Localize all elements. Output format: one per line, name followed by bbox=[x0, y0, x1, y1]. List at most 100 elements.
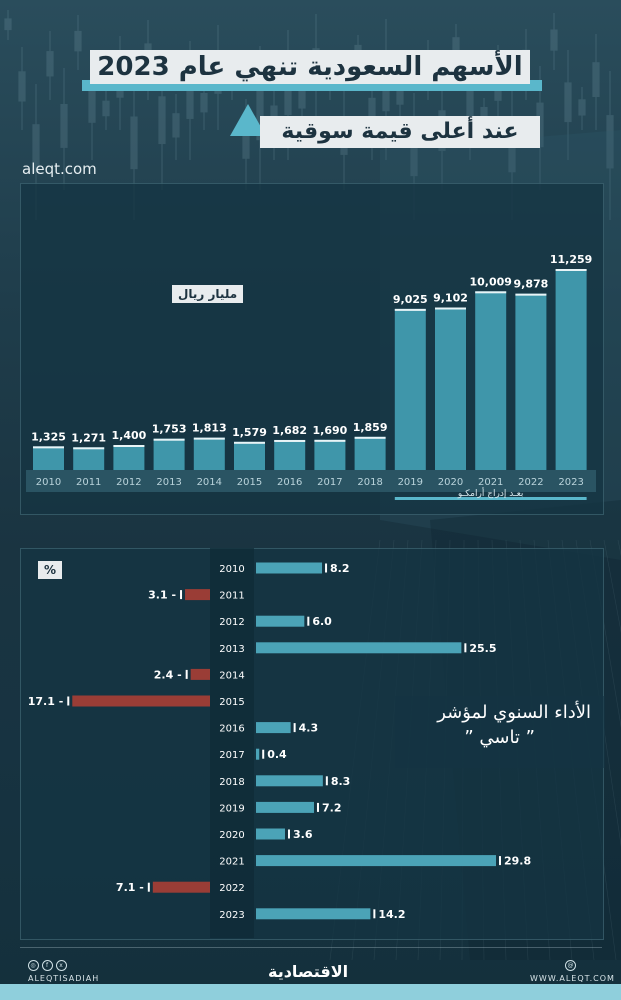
footer-site[interactable]: WWW.ALEQT.COM bbox=[530, 974, 615, 983]
tick-label-2010: 2010 bbox=[36, 477, 61, 488]
year-label-2016: 2016 bbox=[219, 724, 244, 735]
value-label-2022: 9,878 bbox=[514, 278, 549, 291]
year-label-2019: 2019 bbox=[219, 803, 244, 814]
bar-cap-2018 bbox=[354, 436, 386, 439]
bar-cap-2011 bbox=[73, 447, 105, 450]
value-label-2010: 1,325 bbox=[31, 430, 66, 443]
bar-cap-2010 bbox=[33, 446, 64, 449]
value-label-2013: 25.5 bbox=[469, 642, 496, 655]
bar-cap-2022 bbox=[515, 293, 547, 296]
footer-divider bbox=[20, 947, 602, 948]
bar-tick-2016 bbox=[293, 723, 296, 733]
year-label-2021: 2021 bbox=[219, 857, 244, 868]
tick-label-2018: 2018 bbox=[357, 477, 382, 488]
market-cap-chart: 1,325 2010 1,271 2011 1,400 2012 1,753 2013 1,81… bbox=[26, 253, 596, 500]
bar-2012 bbox=[256, 615, 305, 627]
value-label-2021: 29.8 bbox=[504, 855, 531, 868]
bar-2010 bbox=[33, 446, 64, 470]
tick-label-2022: 2022 bbox=[518, 477, 543, 488]
unit-label-market-cap: مليار ريال bbox=[172, 285, 244, 303]
year-label-2015: 2015 bbox=[219, 697, 244, 708]
bar-cap-2021 bbox=[475, 291, 507, 294]
tick-label-2023: 2023 bbox=[558, 477, 583, 488]
tick-label-2014: 2014 bbox=[197, 477, 222, 488]
bar-tick-2018 bbox=[325, 776, 328, 786]
year-label-2010: 2010 bbox=[219, 564, 244, 575]
value-label-2020: 3.6 bbox=[293, 828, 313, 841]
bar-tick-2017 bbox=[262, 749, 265, 759]
bar-cap-2014 bbox=[193, 437, 225, 440]
value-label-2022: 7.1 - bbox=[116, 881, 144, 894]
bar-2015 bbox=[72, 695, 210, 707]
value-label-2017: 0.4 bbox=[267, 748, 287, 761]
facebook-icon[interactable]: f bbox=[42, 960, 53, 971]
instagram-icon[interactable]: ◎ bbox=[28, 960, 39, 971]
tick-label-2019: 2019 bbox=[398, 477, 423, 488]
bar-tick-2011 bbox=[180, 590, 183, 600]
bar-cap-2020 bbox=[435, 307, 466, 310]
bar-2011 bbox=[73, 447, 105, 470]
site-watermark: aleqt.com bbox=[22, 160, 97, 178]
value-label-2017: 1,690 bbox=[313, 424, 348, 437]
tick-label-2020: 2020 bbox=[438, 477, 463, 488]
footer-logo: الاقتصادية bbox=[268, 962, 349, 981]
bar-tick-2015 bbox=[67, 696, 70, 706]
year-label-2014: 2014 bbox=[219, 670, 244, 681]
bar-cap-2015 bbox=[234, 441, 265, 444]
bar-2014 bbox=[193, 437, 225, 470]
bar-2014 bbox=[190, 668, 210, 680]
category-axis-band bbox=[26, 470, 596, 492]
bar-2018 bbox=[256, 775, 323, 787]
bar-2013 bbox=[256, 642, 462, 654]
bar-tick-2012 bbox=[307, 616, 310, 626]
year-label-2012: 2012 bbox=[219, 617, 244, 628]
bar-tick-2013 bbox=[464, 643, 467, 653]
triangle-icon bbox=[230, 104, 266, 136]
performance-subtitle: ” تاسي ” bbox=[464, 727, 535, 748]
footer-social: ◎ f x ALEQTISADIAH bbox=[28, 960, 99, 983]
tick-label-2011: 2011 bbox=[76, 477, 101, 488]
year-label-2020: 2020 bbox=[219, 830, 244, 841]
bar-2015 bbox=[234, 441, 265, 470]
year-label-2011: 2011 bbox=[219, 591, 244, 602]
bar-2021 bbox=[256, 855, 496, 867]
globe-icon[interactable]: @ bbox=[565, 960, 577, 971]
value-label-2020: 9,102 bbox=[433, 292, 468, 305]
bar-tick-2023 bbox=[373, 909, 376, 919]
value-label-2016: 4.3 bbox=[299, 722, 319, 735]
bar-tick-2020 bbox=[287, 829, 290, 839]
bar-2017 bbox=[256, 748, 260, 760]
value-label-2010: 8.2 bbox=[330, 562, 350, 575]
year-label-2022: 2022 bbox=[219, 883, 244, 894]
tick-label-2015: 2015 bbox=[237, 477, 262, 488]
bar-cap-2023 bbox=[555, 269, 587, 271]
value-label-2023: 14.2 bbox=[378, 908, 405, 921]
tick-label-2013: 2013 bbox=[156, 477, 181, 488]
bar-2018 bbox=[354, 436, 386, 470]
bar-2022 bbox=[152, 881, 210, 893]
tick-label-2021: 2021 bbox=[478, 477, 503, 488]
tick-label-2012: 2012 bbox=[116, 477, 141, 488]
annotation-line bbox=[394, 497, 587, 500]
value-label-2012: 6.0 bbox=[312, 615, 332, 628]
bar-tick-2021 bbox=[499, 856, 501, 866]
value-label-2014: 1,813 bbox=[192, 422, 227, 435]
value-label-2011: 1,271 bbox=[71, 431, 106, 444]
value-label-2019: 9,025 bbox=[393, 293, 428, 306]
value-label-2016: 1,682 bbox=[272, 424, 307, 437]
bar-cap-2019 bbox=[394, 308, 426, 311]
x-icon[interactable]: x bbox=[56, 960, 67, 971]
title-accent-bar bbox=[82, 80, 542, 91]
year-label-2013: 2013 bbox=[219, 644, 244, 655]
performance-title: الأداء السنوي لمؤشر bbox=[437, 702, 591, 723]
performance-title-box: الأداء السنوي لمؤشر ” تاسي ” bbox=[395, 696, 605, 768]
footer-site-block: @ WWW.ALEQT.COM bbox=[530, 960, 615, 983]
value-label-2013: 1,753 bbox=[152, 423, 187, 436]
bar-2012 bbox=[113, 445, 145, 470]
bar-cap-2017 bbox=[314, 439, 346, 442]
value-label-2011: 3.1 - bbox=[148, 589, 176, 602]
title-line-2: عند أعلى قيمة سوقية bbox=[260, 116, 540, 148]
value-label-2023: 11,259 bbox=[550, 253, 592, 266]
value-label-2014: 2.4 - bbox=[154, 668, 182, 681]
